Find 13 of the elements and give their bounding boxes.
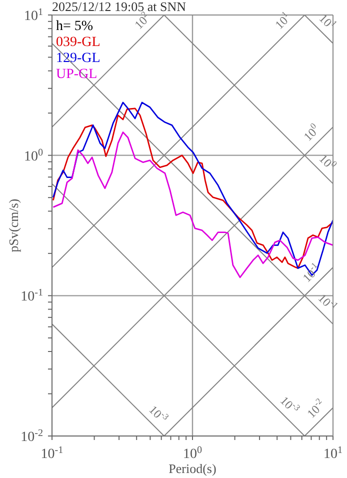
- x-axis-title: Period(s): [168, 461, 216, 476]
- text: UP-GL: [56, 67, 98, 83]
- x-tick-label: 10$^{1}$: [323, 444, 343, 462]
- y-tick-label: 10$^{1}$: [24, 6, 43, 24]
- y-tick-label: 10$^{0}$: [24, 146, 43, 164]
- x-tick-label: 10$^{0}$: [182, 444, 202, 462]
- x-tick-label: 10$^{-1}$: [40, 444, 64, 462]
- y-tick-label: 10$^{-1}$: [20, 287, 43, 305]
- text: 129-GL: [56, 51, 100, 67]
- text: 039-GL: [56, 35, 100, 51]
- y-tick-label: 10$^{-2}$: [20, 428, 43, 445]
- y-axis-title: pSv(cm/s): [6, 198, 21, 252]
- legend-title: h= 5%: [56, 19, 94, 35]
